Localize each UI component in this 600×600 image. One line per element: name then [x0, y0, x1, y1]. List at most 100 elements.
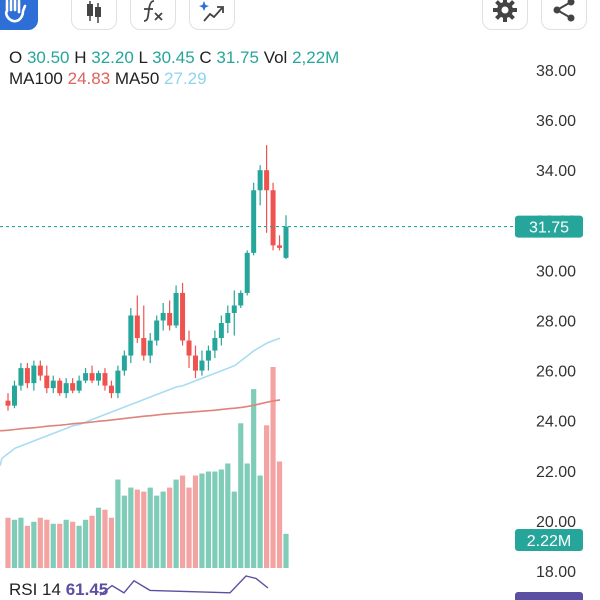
volume-bar: [212, 471, 218, 568]
last-price-line: 31.75 2.22M: [0, 215, 583, 551]
volume-bar: [44, 519, 50, 568]
candle: [257, 165, 263, 206]
y-tick-label: 38.00: [536, 63, 576, 80]
candle-body: [231, 305, 237, 313]
ma100-value: 24.83: [67, 69, 111, 88]
candle-body: [257, 170, 263, 191]
candle-body: [24, 368, 30, 384]
candle: [205, 345, 211, 371]
volume-bar: [18, 517, 24, 568]
volume-bar: [231, 491, 237, 568]
candle-body: [141, 338, 147, 356]
candle-body: [134, 315, 140, 339]
candle: [238, 290, 244, 308]
y-tick-label: 20.00: [536, 514, 576, 531]
candle-body: [70, 383, 76, 391]
ma100-label: MA100: [9, 69, 63, 88]
candle-body: [76, 380, 82, 391]
gear-icon: [493, 0, 517, 22]
auto-analysis-button[interactable]: [189, 0, 235, 30]
volume-bar: [11, 519, 18, 568]
candle-body: [218, 323, 224, 339]
candle: [57, 378, 63, 396]
candle: [264, 145, 270, 233]
volume-bar: [225, 463, 231, 568]
volume-bar: [179, 475, 186, 568]
ma100-line: [0, 399, 281, 432]
candle-body: [5, 400, 11, 406]
candle-body: [225, 312, 231, 324]
volume-bar: [89, 515, 95, 568]
rsi-line: [99, 575, 583, 600]
high-value: 32.20: [91, 48, 134, 67]
candle-body: [173, 292, 179, 326]
high-label: H: [74, 48, 87, 67]
candle: [31, 360, 37, 391]
volume-bar: [115, 479, 121, 568]
candle: [192, 345, 198, 379]
candle-body: [244, 252, 250, 293]
candle: [115, 365, 121, 399]
volume-badge-label: 2.22M: [527, 533, 571, 550]
volume-bar: [238, 423, 244, 568]
ma50-line: [0, 337, 281, 467]
candle: [277, 235, 283, 251]
volume-bar: [24, 525, 30, 568]
volume-bar: [147, 487, 153, 568]
candle-body: [102, 373, 108, 386]
candle: [89, 365, 95, 384]
candle-body: [167, 312, 173, 326]
volume-bar: [128, 487, 134, 568]
candle: [24, 363, 30, 389]
candle-body: [57, 380, 63, 394]
candle-body: [192, 355, 198, 371]
candle: [160, 302, 166, 331]
settings-button[interactable]: [482, 0, 528, 30]
candle-body: [37, 365, 43, 376]
last-price-label: 31.75: [529, 220, 569, 237]
volume-bar: [173, 479, 179, 568]
candle-body: [44, 375, 50, 389]
volume-bar: [186, 487, 192, 568]
volume-bar: [205, 471, 212, 568]
candle-body: [154, 320, 160, 341]
candle-body: [11, 385, 17, 406]
candle-body: [264, 170, 270, 191]
y-tick-label: 26.00: [536, 364, 576, 381]
volume-bar: [199, 473, 205, 568]
low-label: L: [138, 48, 148, 67]
drawing-tool-button[interactable]: [0, 0, 38, 30]
volume-bar: [276, 461, 283, 568]
low-value: 30.45: [152, 48, 195, 67]
share-icon: [553, 0, 575, 22]
candle: [147, 333, 153, 364]
volume-bar: [251, 389, 257, 568]
candle: [173, 285, 179, 329]
volume-bar: [283, 533, 289, 568]
price-axis: 38.0036.0034.0032.0030.0028.0026.0024.00…: [536, 63, 576, 581]
candle: [218, 315, 224, 346]
volume-bar: [121, 495, 127, 568]
y-tick-label: 36.00: [536, 113, 576, 130]
candle-body: [63, 383, 69, 394]
volume-bar: [57, 523, 63, 568]
volume-bar: [134, 489, 140, 568]
chart-type-button[interactable]: [71, 0, 117, 30]
volume-bar: [244, 463, 250, 568]
candle: [5, 393, 11, 411]
y-tick-label: 34.00: [536, 163, 576, 180]
volume-bar: [167, 487, 173, 568]
candle: [199, 350, 205, 376]
volume-bar: [102, 509, 108, 568]
candle-body: [147, 340, 153, 356]
candle-body: [283, 226, 289, 258]
volume-label: Vol: [263, 48, 288, 67]
volume-bar: [5, 517, 11, 568]
ma-readout: MA100 24.83 MA50 27.29: [9, 68, 207, 90]
volume-bar: [160, 491, 166, 568]
share-button[interactable]: [541, 0, 587, 30]
indicators-button[interactable]: [130, 0, 176, 30]
candle: [244, 250, 250, 296]
ma50-label: MA50: [114, 69, 160, 88]
